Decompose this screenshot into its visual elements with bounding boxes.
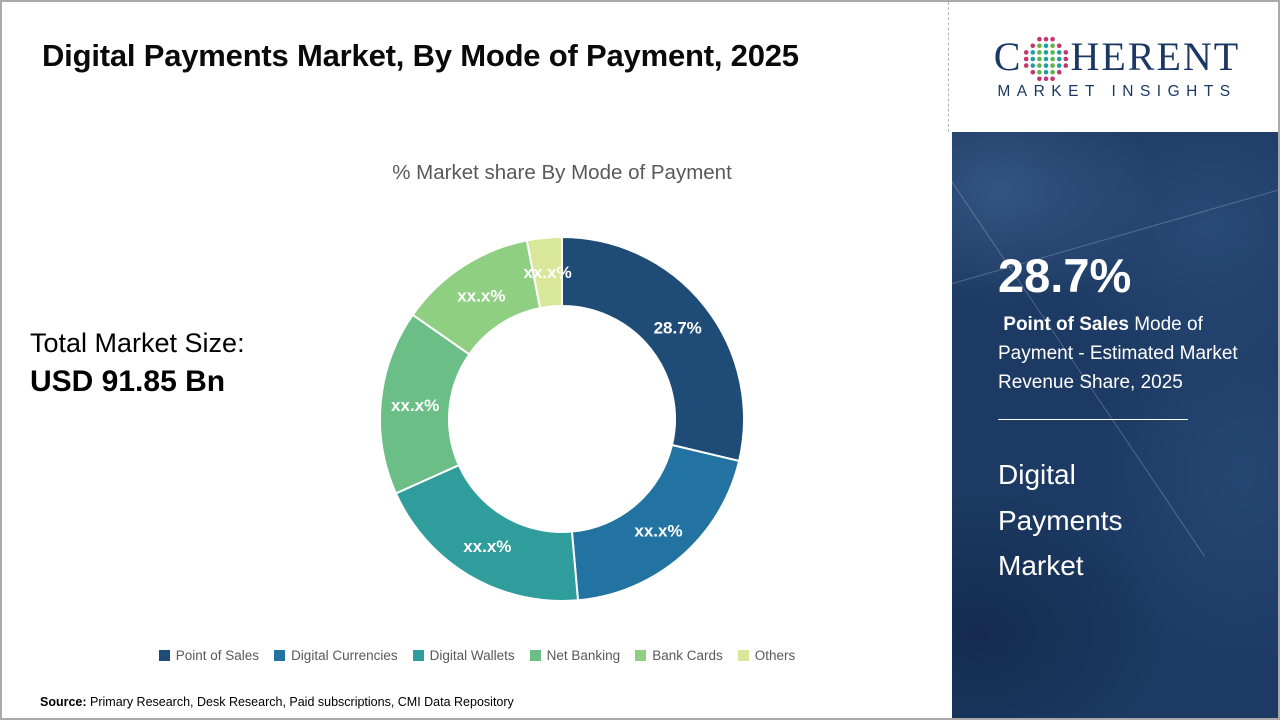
total-market-size-value: USD 91.85 Bn [30,365,226,398]
stat-desc-rest: Mode of Payment - Estimated Market Reven… [998,314,1243,393]
globe-dot [1050,69,1056,75]
legend-item-bank-cards: Bank Cards [635,648,723,663]
sidebar-divider [998,419,1188,420]
legend-marker-icon [635,650,647,661]
globe-dot [1044,76,1049,82]
donut-slice-digital-wallets [394,463,580,602]
slice-percent-label: xx.x% [524,263,572,282]
globe-dot [1030,63,1036,68]
page-title: Digital Payments Market, By Mode of Paym… [42,38,799,73]
globe-dot [1030,56,1036,62]
globe-dot [1030,69,1036,75]
globe-dot [1063,56,1069,62]
globe-dot [1057,69,1062,75]
globe-dot [1050,43,1056,49]
legend-item-digital-currencies: Digital Currencies [274,648,398,663]
globe-dot [1037,56,1043,62]
legend-marker-icon [412,650,424,661]
legend-item-digital-wallets: Digital Wallets [412,648,515,663]
globe-dot [1044,56,1049,62]
globe-dot [1050,63,1056,68]
chart-title: % Market share By Mode of Payment [392,161,732,184]
legend-marker-icon [737,650,749,661]
highlight-stat-description: Point of Sales Mode of Payment - Estimat… [998,310,1240,397]
donut-slice-others [525,235,563,310]
globe-dot [1044,69,1049,75]
legend-label: Point of Sales [175,648,260,663]
highlight-stat-value: 28.7% [998,249,1132,302]
globe-dot [1050,76,1056,82]
globe-dot [1063,50,1069,55]
globe-dot [1024,56,1029,62]
logo-letter-c: C [993,34,1023,79]
globe-dot [1063,63,1069,68]
logo-subtitle: MARKET INSIGHTS [997,83,1237,100]
globe-dot [1044,43,1049,49]
globe-dot [1057,50,1062,55]
chart-legend: Point of Sales Digital Currencies Digital … [2,648,952,663]
slice-percent-label: xx.x% [463,537,511,556]
stat-sidebar: 28.7% Point of Sales Mode of Payment - E… [952,132,1278,718]
legend-marker-icon [274,650,286,661]
legend-label: Digital Wallets [429,648,515,663]
legend-label: Digital Currencies [291,648,398,663]
slice-percent-label: xx.x% [391,396,439,415]
source-line: Source: Primary Research, Desk Research,… [40,695,514,709]
globe-dots-icon [1024,36,1069,82]
legend-marker-icon [158,650,170,661]
total-market-size: Total Market Size: USD 91.85 Bn [30,324,245,402]
globe-dot [1050,50,1056,55]
donut-slice-point-of-sales [561,235,745,463]
legend-item-point-of-sales: Point of Sales [158,648,260,663]
globe-dot [1044,63,1049,68]
company-logo: C HERENT MARKET INSIGHTS [952,2,1278,125]
legend-item-net-banking: Net Banking [529,648,621,663]
globe-dot [1030,50,1036,55]
globe-dot [1057,43,1062,49]
slice-percent-label: 28.7% [654,319,702,338]
world-map-decoration [952,132,1278,718]
legend-label: Others [754,648,796,663]
globe-dot [1057,63,1062,68]
logo-wordmark: C HERENT [993,34,1241,82]
globe-dot [1037,50,1043,55]
donut-slice-digital-currencies [570,443,741,602]
logo-letters-herent: HERENT [1070,34,1241,79]
globe-dot [1024,50,1029,55]
legend-label: Net Banking [546,648,621,663]
dashed-divider [948,2,949,132]
donut-chart: 28.7% xx.x% xx.x% xx.x% xx.x% xx.x% [379,235,745,602]
globe-dot [1037,36,1043,42]
sidebar-content: 28.7% Point of Sales Mode of Payment - E… [998,250,1240,589]
total-market-size-label: Total Market Size: [30,328,245,358]
slice-percent-label: xx.x% [634,522,682,541]
globe-dot [1050,56,1056,62]
globe-dot [1030,43,1036,49]
source-text: Primary Research, Desk Research, Paid su… [86,695,514,709]
globe-dot [1024,63,1029,68]
globe-dot [1044,36,1049,42]
source-label: Source: [40,695,87,709]
globe-dot [1037,43,1043,49]
globe-dot [1057,56,1062,62]
globe-dot [1037,69,1043,75]
globe-dot [1037,63,1043,68]
legend-item-others: Others [737,648,796,663]
legend-label: Bank Cards [652,648,723,663]
legend-marker-icon [529,650,541,661]
stat-desc-segment: Point of Sales [998,314,1129,335]
globe-dot [1044,50,1049,55]
globe-dot [1050,36,1056,42]
globe-dot [1037,76,1043,82]
sidebar-market-title: Digital Payments Market [998,459,1123,581]
slice-percent-label: xx.x% [457,286,505,305]
